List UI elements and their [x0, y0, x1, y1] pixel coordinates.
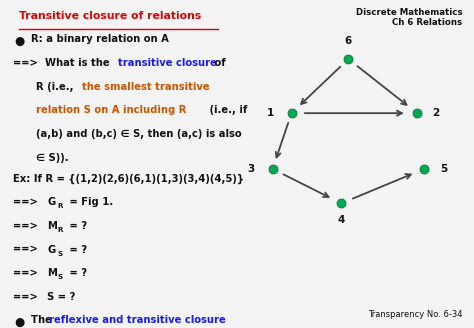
Text: Discrete Mathematics: Discrete Mathematics	[356, 8, 462, 17]
Text: Transparency No. 6-34: Transparency No. 6-34	[368, 310, 462, 319]
Text: G: G	[47, 245, 55, 255]
Text: ●: ●	[14, 316, 25, 328]
Text: = ?: = ?	[66, 245, 88, 255]
Text: (a,b) and (b,c) ∈ S, then (a,c) is also: (a,b) and (b,c) ∈ S, then (a,c) is also	[36, 129, 241, 139]
Text: the smallest transitive: the smallest transitive	[82, 82, 210, 92]
Text: ==>: ==>	[13, 268, 38, 278]
Text: R: R	[58, 203, 63, 209]
Text: 4: 4	[337, 215, 345, 225]
Text: 2: 2	[432, 108, 440, 118]
Text: The: The	[31, 316, 55, 325]
Text: 1: 1	[266, 108, 274, 118]
Text: What is the: What is the	[45, 58, 113, 68]
Text: R (i.e.,: R (i.e.,	[36, 82, 76, 92]
Text: M: M	[47, 221, 57, 231]
Text: R: a binary relation on A: R: a binary relation on A	[31, 34, 169, 44]
Text: reflexive and transitive closure: reflexive and transitive closure	[49, 316, 226, 325]
Text: M: M	[47, 268, 57, 278]
Text: = Fig 1.: = Fig 1.	[66, 197, 114, 207]
Text: S: S	[58, 274, 63, 280]
Text: 6: 6	[345, 36, 352, 46]
Text: Ch 6 Relations: Ch 6 Relations	[392, 18, 462, 27]
Text: S = ?: S = ?	[47, 292, 76, 302]
Text: = ?: = ?	[66, 221, 88, 231]
Text: ●: ●	[14, 34, 25, 48]
Text: G: G	[47, 197, 55, 207]
Text: ==>: ==>	[13, 58, 38, 68]
Text: ==>: ==>	[13, 292, 38, 302]
Text: transitive closure: transitive closure	[118, 58, 217, 68]
Text: (i.e., if: (i.e., if	[206, 105, 247, 115]
Text: Transitive closure of relations: Transitive closure of relations	[19, 11, 201, 21]
Text: ==>: ==>	[13, 245, 38, 255]
Text: = ?: = ?	[66, 268, 88, 278]
Text: S: S	[58, 251, 63, 256]
Text: ∈ S)).: ∈ S)).	[36, 153, 68, 162]
Text: R: R	[58, 227, 63, 233]
Text: 3: 3	[247, 164, 255, 174]
Text: of: of	[211, 58, 226, 68]
Text: 5: 5	[440, 164, 448, 174]
Text: Ex: If R = {(1,2)(2,6)(6,1)(1,3)(3,4)(4,5)}: Ex: If R = {(1,2)(2,6)(6,1)(1,3)(3,4)(4,…	[13, 174, 245, 184]
Text: ==>: ==>	[13, 197, 38, 207]
Text: relation S on A including R: relation S on A including R	[36, 105, 186, 115]
Text: ==>: ==>	[13, 221, 38, 231]
